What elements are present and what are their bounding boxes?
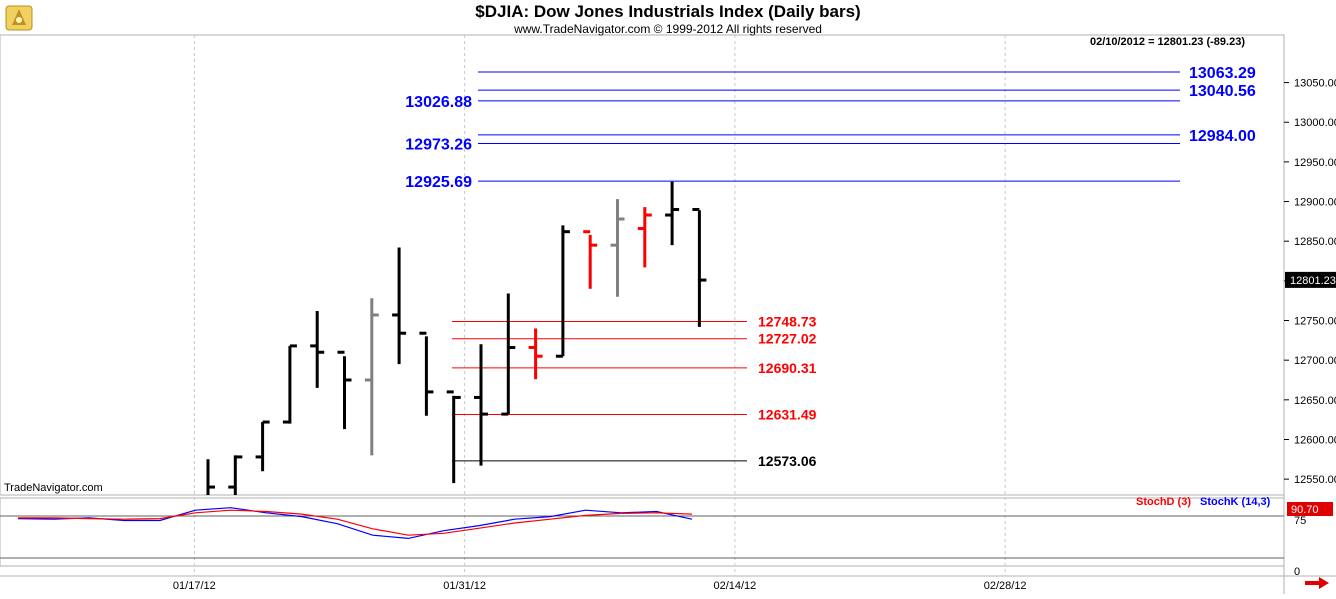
y-tick-label: 12750.00 [1294, 316, 1336, 328]
ohlc-bar [310, 311, 325, 388]
ohlc-bar [528, 328, 543, 380]
last-price-label: 12801.23 [1290, 275, 1336, 287]
brand-label: TradeNavigator.com [4, 482, 103, 494]
stoch-value-badge [1287, 502, 1333, 516]
upper-level-label: 12925.69 [405, 174, 472, 191]
scroll-right-arrow-icon[interactable] [1304, 576, 1330, 590]
lower-level-label: 12690.31 [758, 360, 817, 376]
upper-level-label: 12984.00 [1189, 128, 1256, 145]
ohlc-bar [692, 207, 707, 327]
lower-level-label: 12727.02 [758, 331, 817, 347]
stochd-series-line [18, 509, 693, 536]
bar-group [206, 181, 707, 495]
price-bars [206, 181, 707, 495]
stochk-series-line [17, 507, 693, 540]
x-tick-label: 01/31/12 [443, 580, 486, 592]
ohlc-bar [419, 331, 434, 416]
ohlc-bar [555, 225, 570, 358]
lower-level-label: 12631.49 [758, 407, 817, 423]
chart-title: $DJIA: Dow Jones Industrials Index (Dail… [475, 2, 861, 21]
x-tick-label: 02/14/12 [713, 580, 756, 592]
y-tick-label: 12600.00 [1294, 434, 1336, 446]
chart-subtitle: www.TradeNavigator.com © 1999-2012 All r… [514, 22, 822, 36]
last-price-badge [1285, 271, 1336, 288]
ohlc-bar [610, 199, 625, 297]
y-tick-label: 13000.00 [1294, 117, 1336, 129]
ohlc-bar [474, 344, 488, 466]
tradenavigator-logo-icon [5, 5, 33, 31]
ohlc-bar [337, 350, 352, 430]
ohlc-bar [665, 181, 680, 246]
stoch-axis-label: 75 [1294, 515, 1306, 527]
stochk-label: StochK (14,3) [1200, 496, 1271, 508]
stoch-axis-label: 0 [1294, 566, 1300, 578]
stochd-label: StochD (3) [1136, 496, 1191, 508]
ohlc-bar [392, 247, 407, 365]
ohlc-bar [206, 459, 215, 495]
ohlc-bar [501, 293, 516, 416]
upper-level-label: 12973.26 [405, 136, 472, 153]
upper-level-label: 13063.29 [1189, 65, 1256, 82]
ohlc-bar [364, 298, 379, 456]
y-tick-label: 12850.00 [1294, 236, 1336, 248]
x-tick-label: 02/28/12 [984, 580, 1027, 592]
y-tick-label: 12550.00 [1294, 474, 1336, 486]
y-tick-label: 12700.00 [1294, 355, 1336, 367]
y-tick-label: 12900.00 [1294, 197, 1336, 209]
ohlc-bar [228, 455, 243, 495]
gridlines [193, 35, 1006, 576]
price-readout: 02/10/2012 = 12801.23 (-89.23) [1089, 36, 1245, 48]
y-tick-label: 12650.00 [1294, 395, 1336, 407]
axes: 01/17/12 01/31/12 02/14/12 02/28/12 12550.00… [173, 78, 1336, 592]
x-tick-label: 01/17/12 [173, 580, 216, 592]
upper-level-label: 13026.88 [405, 94, 472, 111]
ohlc-bar [446, 390, 461, 484]
ohlc-bar [637, 207, 652, 268]
stoch-value-label: 90.70 [1291, 504, 1319, 516]
ohlc-bar [255, 420, 270, 472]
ohlc-bar [282, 344, 297, 424]
ohlc-bar [583, 230, 598, 289]
lower-level-label: 12573.06 [758, 453, 817, 469]
y-tick-label: 12950.00 [1294, 157, 1336, 169]
lower-level-label: 12748.73 [758, 314, 817, 330]
y-tick-label: 13050.00 [1294, 78, 1336, 90]
upper-level-label: 13040.56 [1189, 83, 1256, 100]
